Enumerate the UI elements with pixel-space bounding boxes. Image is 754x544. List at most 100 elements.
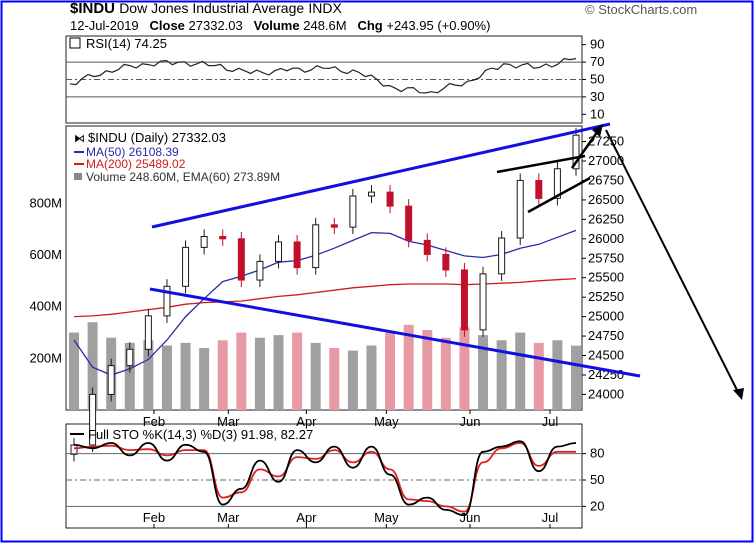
volume-label: Volume <box>253 18 300 33</box>
volume-bar <box>366 345 377 410</box>
rsi-line <box>69 57 577 94</box>
candle-body <box>367 191 375 197</box>
candle-body <box>498 237 506 275</box>
volume-bar <box>292 332 303 410</box>
volume-bar <box>422 329 433 410</box>
volume-bar <box>533 342 544 410</box>
candle-body <box>107 365 115 395</box>
rsi-tick-label: 90 <box>590 37 604 52</box>
stochastic-x-tick-label: Feb <box>143 510 165 525</box>
exchange: INDX <box>308 0 342 16</box>
volume-bar <box>347 350 358 410</box>
ma200-line <box>73 277 577 318</box>
rsi-tick-label: 30 <box>590 89 604 104</box>
index-name: Dow Jones Industrial Average <box>119 0 305 16</box>
price-x-tick-label: May <box>374 414 399 429</box>
candle-body <box>423 239 431 255</box>
volume-bar <box>478 335 489 410</box>
volume-bar <box>236 332 247 410</box>
volume-tick-label: 400M <box>29 299 62 314</box>
stochastic-x-tick-label: Apr <box>296 510 317 525</box>
volume-tick-label: 200M <box>29 350 62 365</box>
price-tick-label: 26250 <box>588 211 624 226</box>
rally-arrow-line <box>570 127 602 169</box>
candle-body <box>144 315 152 350</box>
volume-bar <box>403 324 414 410</box>
volume-bar <box>143 340 154 410</box>
candle-body <box>386 191 394 207</box>
volume-bar <box>161 345 172 410</box>
volume-bar <box>180 342 191 410</box>
chg-value: +243.95 (+0.90%) <box>386 18 491 33</box>
volume-bar <box>199 348 210 410</box>
price-tick-label: 24500 <box>588 348 624 363</box>
price-tick-label: 26500 <box>588 192 624 207</box>
wedge-lower-line <box>527 176 591 214</box>
price-tick-label: 25000 <box>588 309 624 324</box>
volume-bar <box>254 337 265 410</box>
close-label: Close <box>149 18 185 33</box>
candle-body <box>535 179 543 199</box>
volume-tick-label: 800M <box>29 195 62 210</box>
chg-label: Chg <box>357 18 383 33</box>
price-tick-label: 26000 <box>588 231 624 246</box>
volume-bar <box>496 340 507 410</box>
volume-legend-label: Volume 248.60M, EMA(60) 273.89M <box>86 170 280 184</box>
candle-body <box>182 246 190 287</box>
volume-value: 248.6M <box>303 18 347 33</box>
candle-body <box>237 238 245 281</box>
ma50-line <box>73 229 577 376</box>
candle-body <box>70 444 78 455</box>
candle-body <box>516 179 524 239</box>
candle-body <box>312 224 320 269</box>
rsi-tick-label: 10 <box>590 106 604 121</box>
wedge-upper-line <box>496 154 586 174</box>
price-tick-label: 25250 <box>588 289 624 304</box>
volume-bar <box>571 345 581 410</box>
projected-decline-arrow-line <box>605 129 740 395</box>
candle-legend-icon: ⧑ <box>74 133 85 145</box>
price-x-tick-label: Jul <box>542 414 559 429</box>
projected-decline-arrowhead <box>733 388 744 400</box>
stochastic-x-tick-label: Jun <box>460 510 481 525</box>
price-x-tick-label: Apr <box>296 414 317 429</box>
volume-bar <box>459 327 470 410</box>
candle-body <box>330 224 338 228</box>
header-line-2: 12-Jul-2019 Close 27332.03 Volume 248.6M… <box>70 18 490 33</box>
price-legend-symbol: $INDU (Daily) 27332.03 <box>88 130 226 145</box>
stochastic-tick-label: 50 <box>590 472 604 487</box>
candle-body <box>126 348 134 367</box>
candle-body <box>163 285 171 317</box>
price-x-tick-label: Mar <box>217 414 240 429</box>
watermark: © StockCharts.com <box>585 2 698 17</box>
candle-body <box>89 393 97 446</box>
candle-body <box>572 134 580 170</box>
price-tick-label: 25500 <box>588 270 624 285</box>
rsi-legend-label: RSI(14) 74.25 <box>86 36 167 51</box>
candle-body <box>349 195 357 228</box>
rsi-legend-icon <box>69 37 81 49</box>
rsi-tick-label: 50 <box>590 72 604 87</box>
stochastic-legend-label: Full STO %K(14,3) %D(3) 91.98, 82.27 <box>88 427 313 442</box>
candle-body <box>293 241 301 269</box>
volume-bar <box>440 337 451 410</box>
ma50-legend-label: MA(50) 26108.39 <box>86 145 179 159</box>
candle-body <box>256 260 264 281</box>
volume-bar <box>273 335 284 410</box>
price-x-tick-label: Jun <box>460 414 481 429</box>
lower-channel-trendline <box>149 287 641 378</box>
upper-channel-trendline <box>151 122 611 229</box>
volume-bar <box>385 332 396 410</box>
date: 12-Jul-2019 <box>70 18 139 33</box>
price-tick-label: 24750 <box>588 328 624 343</box>
volume-tick-label: 600M <box>29 247 62 262</box>
volume-bar <box>515 332 526 410</box>
stochastic-x-tick-label: May <box>374 510 399 525</box>
price-tick-label: 25750 <box>588 250 624 265</box>
symbol: $INDU <box>70 0 116 17</box>
volume-legend-swatch <box>74 173 82 180</box>
candle-body <box>479 273 487 331</box>
stochastic-x-tick-label: Mar <box>217 510 240 525</box>
